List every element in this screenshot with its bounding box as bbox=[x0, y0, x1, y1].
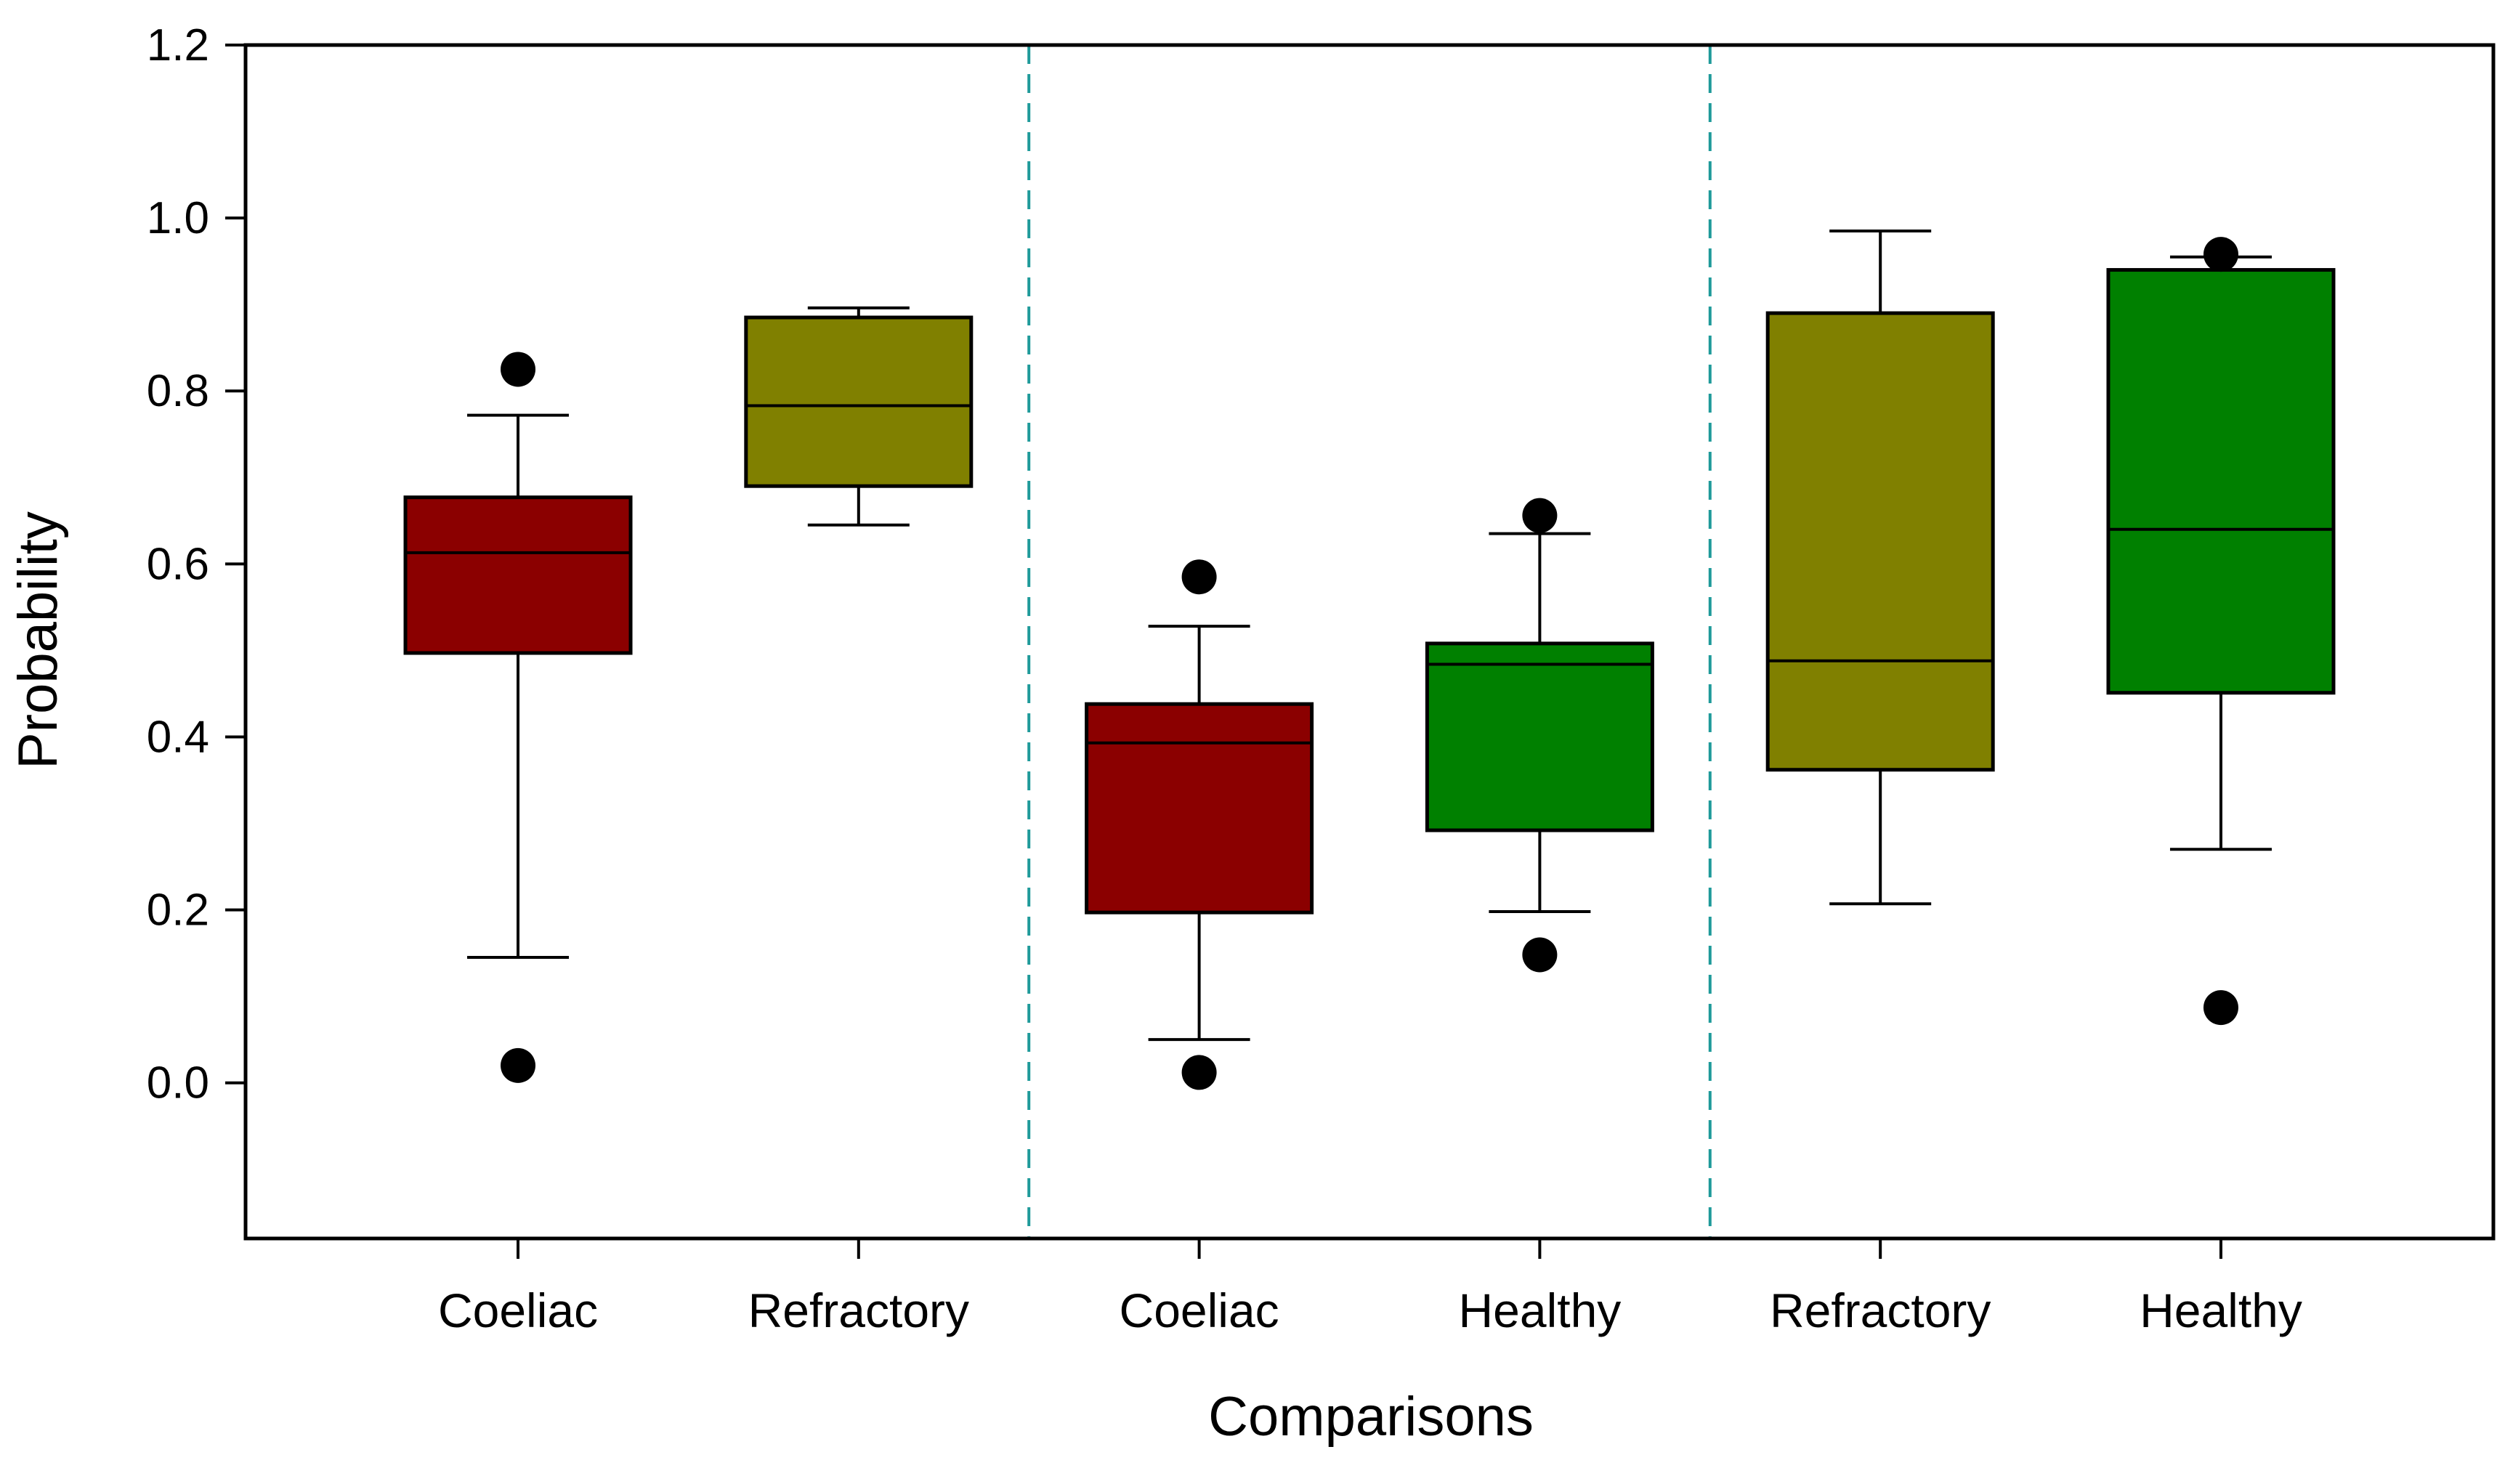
outlier-point bbox=[2203, 237, 2238, 272]
box-5-healthy bbox=[2106, 237, 2336, 1026]
y-tick-label: 0.6 bbox=[147, 539, 209, 589]
group-separators bbox=[1027, 45, 1712, 1238]
box-body bbox=[1765, 311, 1995, 772]
outlier-point bbox=[501, 1047, 536, 1083]
box-series bbox=[403, 229, 2336, 1090]
box-2-coeliac bbox=[1085, 559, 1314, 1090]
outlier-point bbox=[1522, 498, 1558, 533]
outlier-point bbox=[2203, 990, 2238, 1026]
x-category-label: Coeliac bbox=[438, 1284, 598, 1337]
y-axis: 0.0 0.2 0.4 0.6 0.8 1.0 1.2 bbox=[147, 20, 246, 1108]
x-category-label: Healthy bbox=[2140, 1284, 2302, 1337]
outlier-point bbox=[1522, 937, 1558, 973]
x-category-label: Refractory bbox=[748, 1284, 969, 1337]
box-body bbox=[2106, 268, 2336, 695]
box-4-refractory bbox=[1765, 229, 1995, 906]
x-axis-title: Comparisons bbox=[1208, 1386, 1534, 1448]
box-body bbox=[1425, 641, 1654, 832]
plot-frame bbox=[243, 43, 2496, 1241]
box-0-coeliac bbox=[403, 352, 633, 1083]
outlier-point bbox=[1181, 1055, 1217, 1090]
x-category-label: Coeliac bbox=[1120, 1284, 1279, 1337]
box-1-refractory bbox=[744, 306, 974, 527]
x-category-label: Refractory bbox=[1770, 1284, 1991, 1337]
plot-area-border bbox=[243, 43, 2496, 1241]
y-tick-label: 1.2 bbox=[147, 20, 209, 70]
outlier-point bbox=[1181, 559, 1217, 595]
y-axis-title: Probability bbox=[7, 511, 69, 769]
y-tick-label: 0.8 bbox=[147, 366, 209, 416]
box-body bbox=[403, 495, 633, 655]
box-3-healthy bbox=[1425, 498, 1654, 973]
outlier-point bbox=[501, 352, 536, 387]
y-tick-label: 0.0 bbox=[147, 1058, 209, 1108]
box-body bbox=[744, 315, 974, 488]
y-tick-label: 1.0 bbox=[147, 193, 209, 243]
y-tick-label: 0.2 bbox=[147, 885, 209, 936]
x-axis: Coeliac Refractory Coeliac Healthy Refractor… bbox=[438, 1238, 2302, 1337]
y-tick-label: 0.4 bbox=[147, 712, 209, 762]
x-category-label: Healthy bbox=[1459, 1284, 1622, 1337]
box-body bbox=[1085, 702, 1314, 915]
